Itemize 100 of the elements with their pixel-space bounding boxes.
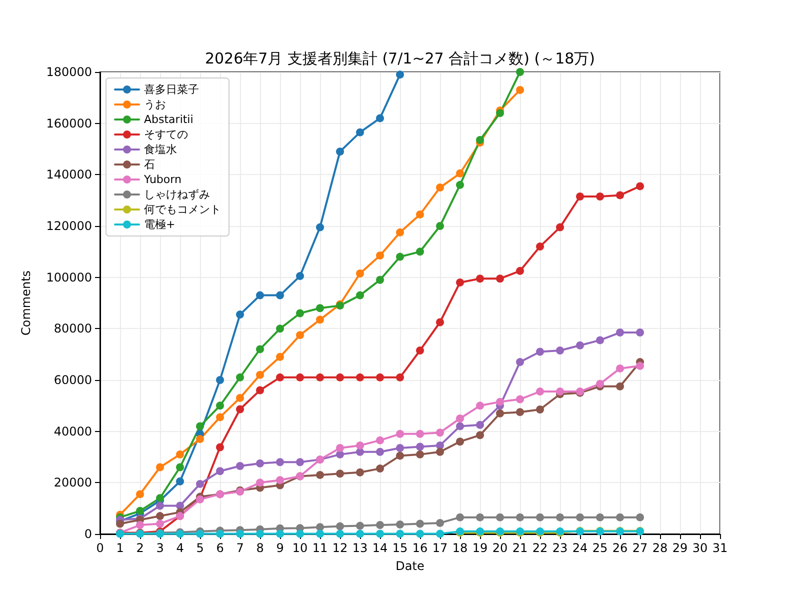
point xyxy=(516,513,524,522)
y-tick-label: 20000 xyxy=(54,476,92,490)
point xyxy=(376,276,384,284)
x-tick-label: 10 xyxy=(292,541,308,555)
point xyxy=(596,380,604,388)
legend-label: そすての xyxy=(144,128,188,141)
point xyxy=(196,435,204,444)
point xyxy=(496,109,504,118)
point xyxy=(156,520,164,528)
point xyxy=(456,438,464,446)
point xyxy=(316,373,324,382)
point xyxy=(296,458,304,466)
point xyxy=(376,521,384,530)
point xyxy=(596,336,604,344)
point xyxy=(416,346,424,354)
point xyxy=(376,114,384,122)
point xyxy=(556,388,564,396)
x-tick-label: 8 xyxy=(256,541,264,555)
point xyxy=(276,324,284,333)
x-tick-label: 13 xyxy=(352,541,368,555)
x-tick-label: 16 xyxy=(412,541,428,555)
point xyxy=(356,468,364,476)
point xyxy=(376,252,384,260)
point xyxy=(176,450,184,458)
x-tick-label: 9 xyxy=(276,541,284,555)
point xyxy=(396,373,404,382)
point xyxy=(296,331,304,340)
point xyxy=(316,223,324,232)
x-tick-label: 0 xyxy=(96,541,104,555)
legend-label: 喜多日菜子 xyxy=(144,83,199,96)
point xyxy=(276,530,284,538)
x-tick-label: 17 xyxy=(432,541,448,555)
x-tick-label: 19 xyxy=(472,541,488,555)
point xyxy=(396,252,404,261)
point xyxy=(396,430,404,438)
point xyxy=(336,373,344,382)
x-tick-label: 1 xyxy=(116,541,124,555)
point xyxy=(316,523,324,532)
point xyxy=(256,459,264,468)
point xyxy=(276,458,284,466)
point xyxy=(296,272,304,280)
x-tick-label: 12 xyxy=(332,541,348,555)
x-tick-label: 14 xyxy=(372,541,388,555)
point xyxy=(196,480,204,488)
point xyxy=(356,441,364,450)
point xyxy=(436,448,444,456)
y-tick-label: 60000 xyxy=(54,373,92,387)
point xyxy=(576,192,584,200)
point xyxy=(436,428,444,437)
point xyxy=(536,406,544,414)
y-tick-label: 180000 xyxy=(46,65,92,79)
point xyxy=(476,513,484,522)
y-tick-label: 0 xyxy=(84,527,92,541)
point xyxy=(236,530,244,538)
point xyxy=(396,70,404,79)
point xyxy=(176,463,184,472)
point xyxy=(376,448,384,456)
point xyxy=(236,373,244,382)
point xyxy=(616,382,624,390)
point xyxy=(516,395,524,404)
y-tick-label: 100000 xyxy=(46,270,92,284)
point xyxy=(136,490,144,498)
point xyxy=(416,442,424,451)
point xyxy=(356,373,364,382)
point xyxy=(396,444,404,452)
point xyxy=(296,373,304,382)
point xyxy=(516,86,524,94)
point xyxy=(256,370,264,379)
point xyxy=(256,478,264,487)
point xyxy=(456,278,464,286)
point xyxy=(516,408,524,416)
point xyxy=(496,274,504,283)
point xyxy=(376,436,384,444)
point xyxy=(556,346,564,354)
x-tick-label: 4 xyxy=(176,541,184,555)
chart-title: 2026年7月 支援者別集計 (7/1~27 合計コメ数) (～18万) xyxy=(204,50,596,68)
point xyxy=(316,530,324,538)
point xyxy=(616,328,624,337)
point xyxy=(196,422,204,430)
point xyxy=(456,169,464,178)
x-tick-label: 21 xyxy=(512,541,528,555)
point xyxy=(236,394,244,402)
point xyxy=(396,520,404,528)
x-tick-label: 2 xyxy=(136,541,144,555)
point xyxy=(216,467,224,476)
x-tick-label: 6 xyxy=(216,541,224,555)
point xyxy=(256,345,264,354)
point xyxy=(416,530,424,538)
point xyxy=(436,441,444,450)
x-tick-label: 31 xyxy=(712,541,728,555)
point xyxy=(356,291,364,300)
point xyxy=(536,388,544,396)
x-tick-label: 18 xyxy=(452,541,468,555)
x-tick-label: 3 xyxy=(156,541,164,555)
legend-label: 電極+ xyxy=(144,218,176,231)
point xyxy=(436,184,444,192)
point xyxy=(416,430,424,438)
point xyxy=(216,402,224,410)
point xyxy=(476,431,484,440)
point xyxy=(256,530,264,538)
